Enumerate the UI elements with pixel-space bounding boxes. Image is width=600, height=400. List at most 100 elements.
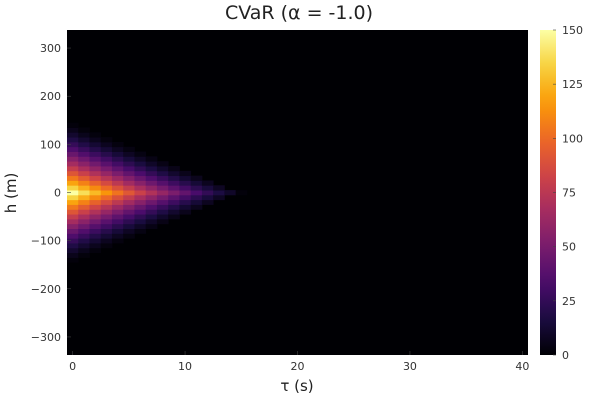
heatmap-cell	[67, 141, 79, 148]
heatmap-cell	[123, 209, 135, 215]
heatmap-cell	[134, 180, 147, 186]
heatmap-cell	[78, 161, 90, 167]
heatmap-cell	[78, 166, 90, 172]
heatmap-cell	[213, 194, 225, 201]
heatmap-cell	[89, 161, 102, 167]
heatmap-cell	[123, 166, 135, 172]
heatmap-cell	[100, 238, 113, 244]
heatmap-cell	[111, 199, 124, 205]
heatmap-cell	[78, 228, 90, 234]
heatmap-cell	[78, 243, 90, 249]
heatmap-cell	[123, 194, 135, 201]
heatmap-cell	[67, 238, 79, 244]
heatmap-cell	[190, 204, 203, 210]
heatmap-cell	[67, 194, 79, 201]
heatmap-cell	[89, 238, 102, 244]
colorbar-tick-label: 25	[562, 295, 576, 308]
heatmap-cell	[89, 194, 102, 201]
chart-title: CVaR (α = -1.0)	[225, 2, 373, 24]
heatmap-cell	[111, 194, 124, 201]
heatmap-cell	[67, 161, 79, 167]
heatmap-cell	[67, 199, 79, 205]
heatmap-cell	[67, 146, 79, 152]
heatmap-cell	[78, 132, 90, 138]
heatmap-cell	[168, 199, 180, 205]
heatmap-cell	[111, 233, 124, 239]
heatmap-cell	[100, 175, 113, 181]
heatmap-cell	[156, 209, 169, 215]
heatmap-cell	[235, 190, 248, 196]
heatmap-cell	[67, 204, 79, 210]
heatmap-cell	[134, 151, 147, 157]
heatmap-cell	[89, 180, 102, 186]
x-tick-label: 30	[403, 360, 417, 373]
y-tick-label: −100	[31, 235, 61, 248]
heatmap-cell	[78, 180, 90, 186]
heatmap-cell	[134, 204, 147, 210]
heatmap-cell	[89, 141, 102, 148]
heatmap-cell	[156, 170, 169, 177]
heatmap-cell	[123, 180, 135, 186]
heatmap-cell	[89, 175, 102, 181]
heatmap-cell	[123, 228, 135, 234]
heatmap-cell	[78, 190, 90, 196]
heatmap-cell	[89, 204, 102, 210]
heatmap-cell	[123, 185, 135, 191]
heatmap-cell	[100, 223, 113, 230]
heatmap-cell	[179, 185, 192, 191]
heatmap-cell	[156, 166, 169, 172]
y-axis-ticks: −300 −200 −100 0 100 200 300	[31, 42, 71, 344]
heatmap-cell	[134, 156, 147, 162]
heatmap-cell	[145, 190, 158, 196]
heatmap-cell	[78, 233, 90, 239]
heatmap-cell	[100, 214, 113, 220]
heatmap-cell	[145, 166, 158, 172]
heatmap-cell	[111, 151, 124, 157]
heatmap-cell	[123, 156, 135, 162]
heatmap-cell	[89, 132, 102, 138]
heatmap-cell	[100, 146, 113, 152]
heatmap-cell	[89, 247, 102, 254]
heatmap-cell	[100, 185, 113, 191]
heatmap-cell	[89, 233, 102, 239]
heatmap-cell	[156, 194, 169, 201]
heatmap-cell	[89, 214, 102, 220]
heatmap-cell	[156, 204, 169, 210]
colorbar-tick-label: 0	[562, 349, 569, 362]
heatmap-cell	[134, 228, 147, 234]
heatmap-cell	[78, 141, 90, 148]
heatmap-cell	[89, 146, 102, 152]
heatmap-cell	[111, 204, 124, 210]
heatmap-cell	[67, 209, 79, 215]
heatmap-cell	[111, 146, 124, 152]
heatmap-cell	[78, 199, 90, 205]
heatmap-cell	[123, 204, 135, 210]
heatmap-cell	[134, 218, 147, 225]
heatmap-cell	[145, 175, 158, 181]
heatmap-cell	[134, 199, 147, 205]
heatmap-cell	[67, 180, 79, 186]
heatmap-cell	[100, 161, 113, 167]
heatmap-cell	[134, 170, 147, 177]
heatmap-cell	[168, 209, 180, 215]
heatmap-cell	[190, 175, 203, 181]
heatmap-cell	[134, 209, 147, 215]
heatmap-cell	[78, 127, 90, 133]
heatmap-cell	[100, 137, 113, 143]
heatmap-cell	[145, 204, 158, 210]
heatmap-cell	[89, 170, 102, 177]
heatmap-cell	[123, 146, 135, 152]
heatmap-cell	[145, 170, 158, 177]
heatmap-cell	[168, 175, 180, 181]
heatmap-cell	[156, 161, 169, 167]
heatmap-cell	[100, 233, 113, 239]
heatmap-cell	[67, 214, 79, 220]
heatmap-cell	[168, 166, 180, 172]
heatmap-cell	[123, 190, 135, 196]
heatmap-cell	[111, 156, 124, 162]
heatmap-cell	[100, 243, 113, 249]
heatmap-cell	[134, 161, 147, 167]
heatmap-cell	[67, 243, 79, 249]
heatmap-cell	[67, 151, 79, 157]
